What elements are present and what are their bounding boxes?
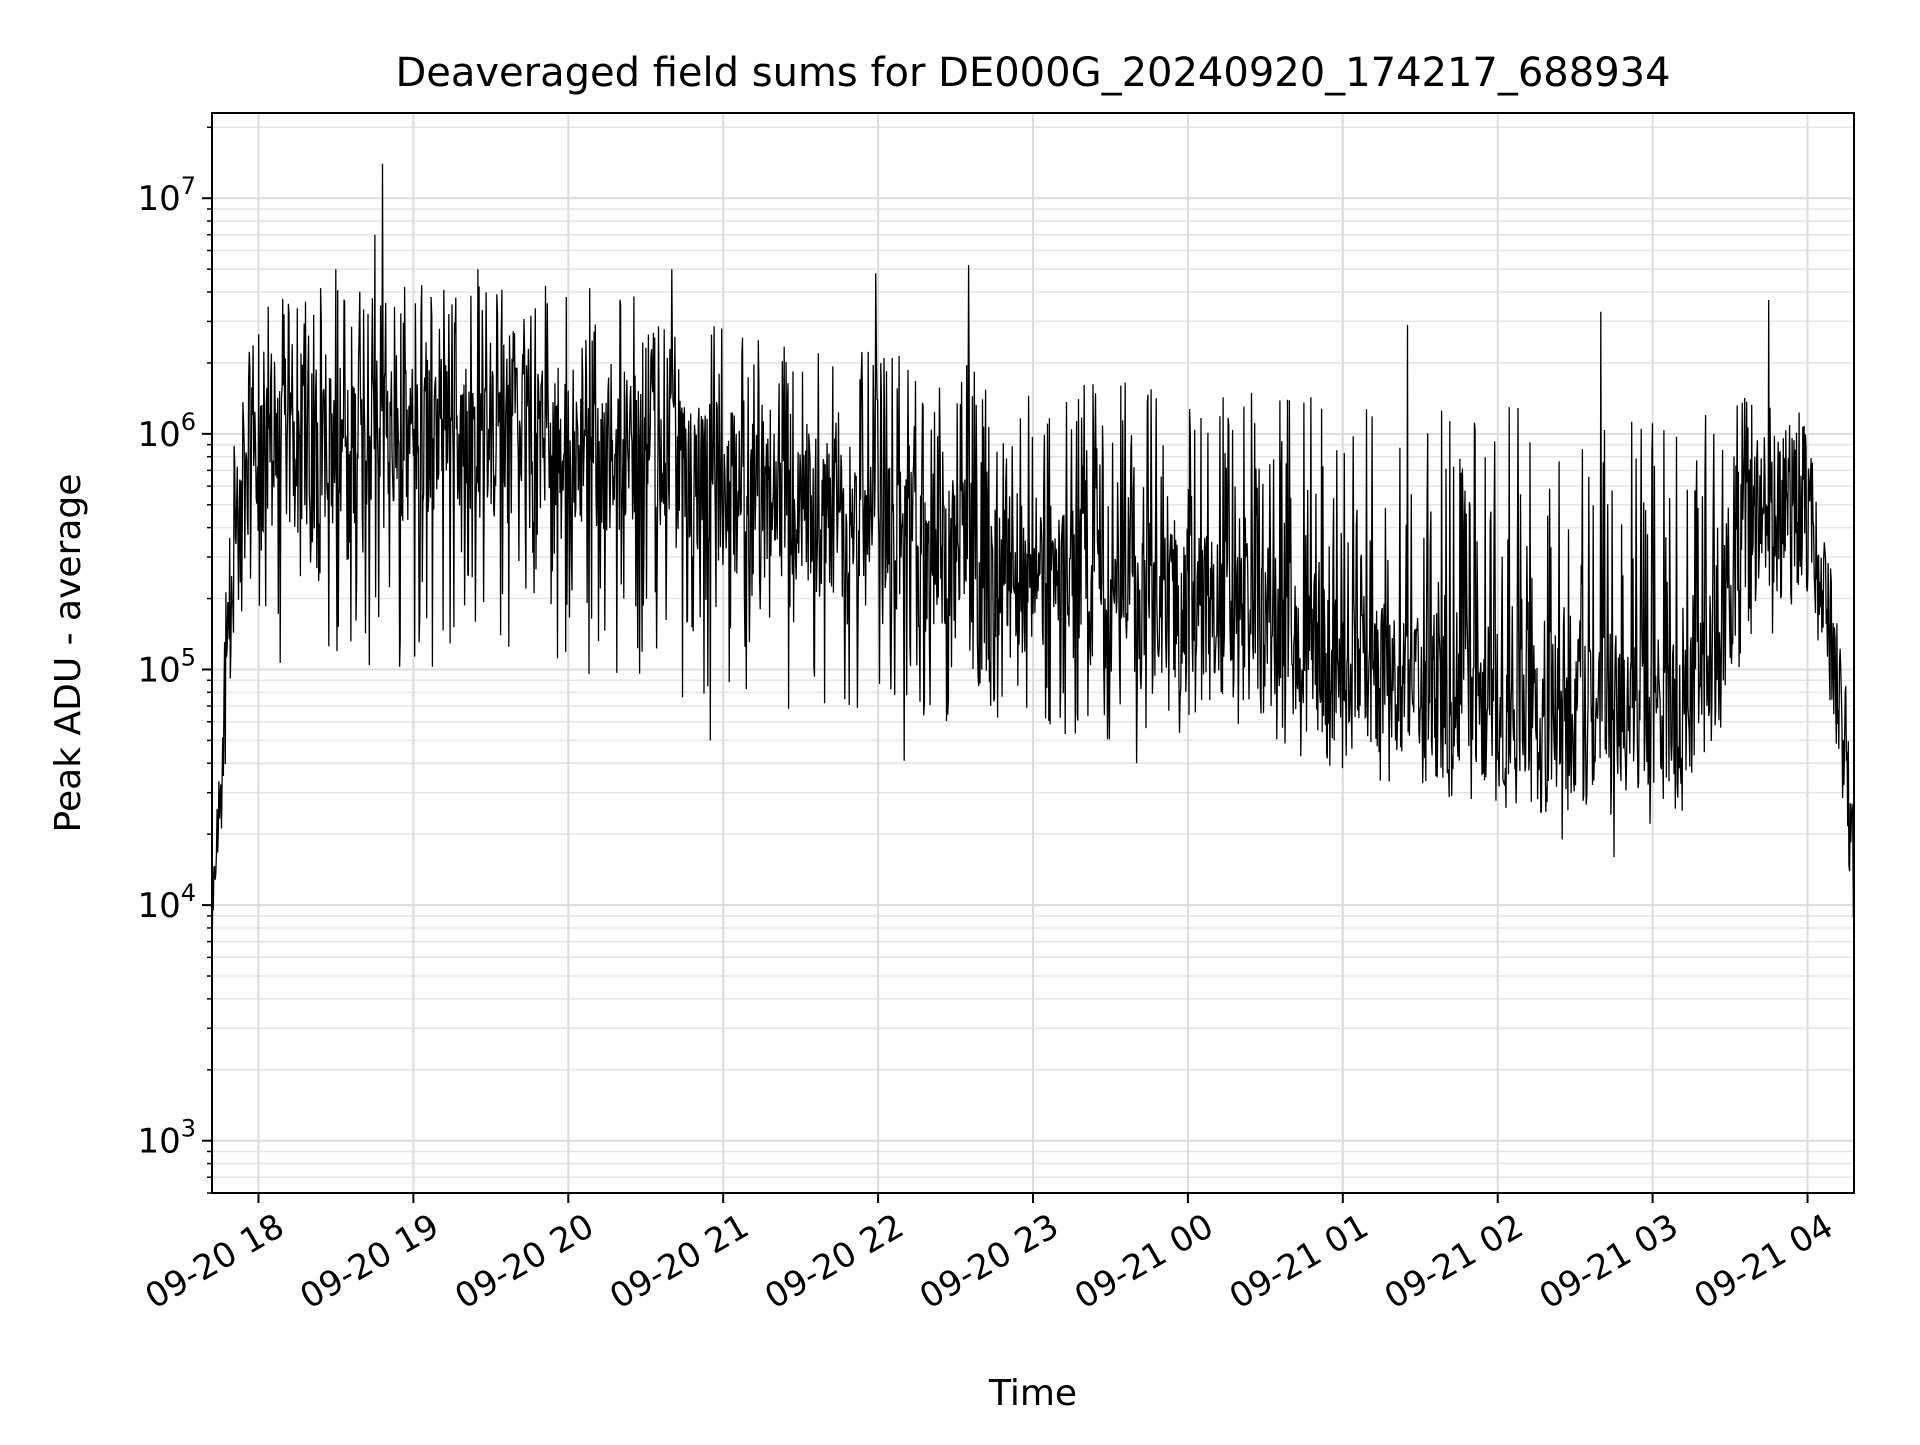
x-tick-label: 09-21 03 xyxy=(1533,1206,1685,1317)
x-tick-label: 09-20 21 xyxy=(603,1206,755,1317)
y-tick-label: 105 xyxy=(137,643,196,690)
x-tick-label: 09-21 00 xyxy=(1068,1206,1220,1317)
chart-title: Deaveraged field sums for DE000G_2024092… xyxy=(395,50,1670,96)
y-tick-label: 104 xyxy=(137,879,196,926)
y-tick-label: 107 xyxy=(137,172,196,219)
y-axis-label: Peak ADU - average xyxy=(48,474,89,833)
x-tick-label: 09-21 02 xyxy=(1378,1206,1530,1317)
series-line xyxy=(211,163,1855,962)
x-tick-label: 09-20 19 xyxy=(293,1206,445,1317)
x-tick-label: 09-20 22 xyxy=(758,1206,910,1317)
x-axis-label: Time xyxy=(988,1373,1077,1414)
x-tick-label: 09-20 23 xyxy=(913,1206,1065,1317)
x-tick-label: 09-20 20 xyxy=(448,1206,600,1317)
y-tick-label: 103 xyxy=(137,1115,196,1162)
data-layer xyxy=(211,163,1855,962)
x-tick-label: 09-20 18 xyxy=(139,1206,291,1317)
x-tick-label: 09-21 01 xyxy=(1223,1206,1375,1317)
x-tick-label: 09-21 04 xyxy=(1688,1206,1840,1317)
y-tick-label: 106 xyxy=(137,408,196,455)
